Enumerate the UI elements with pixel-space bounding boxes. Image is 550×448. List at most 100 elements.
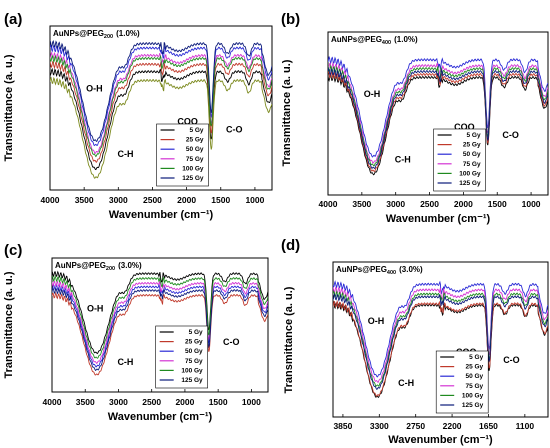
- x-tick-label: 1100: [516, 421, 535, 431]
- x-tick-label: 4000: [319, 199, 338, 209]
- annotation-label: C-O: [502, 130, 519, 140]
- series-group: [50, 39, 272, 179]
- series-group: [333, 280, 548, 399]
- chart-panel: (a) 4000 3500 3000 2500 2000 1500 1000 Wavenumbe…: [3, 11, 273, 221]
- legend-label: 50 Gy: [186, 146, 204, 153]
- plot-frame: [327, 31, 549, 196]
- x-tick-label: 4000: [41, 195, 60, 205]
- x-tick-label: 2000: [175, 397, 194, 407]
- title-suffix: (1.0%): [116, 29, 140, 38]
- series-group: [328, 55, 548, 176]
- series-line: [52, 286, 268, 372]
- series-line: [333, 299, 548, 397]
- x-tick-label: 3300: [370, 421, 389, 431]
- x-axis-title: Wavenumber (cm⁻¹): [388, 434, 493, 446]
- title-main: AuNPs@PEG: [53, 29, 104, 38]
- annotation-label: COO: [454, 122, 475, 132]
- series-line: [52, 274, 268, 359]
- legend-label: 5 Gy: [467, 132, 481, 139]
- x-tick-label: 3500: [352, 199, 371, 209]
- series-line: [50, 67, 272, 171]
- x-axis-title: Wavenumber (cm⁻¹): [109, 209, 214, 221]
- legend-box: [435, 350, 489, 414]
- series-line: [52, 270, 268, 355]
- x-tick-label: 1000: [242, 397, 261, 407]
- legend-label: 50 Gy: [463, 151, 481, 158]
- series-line: [333, 286, 548, 384]
- title-sub: 200: [104, 34, 113, 40]
- series-line: [333, 290, 548, 387]
- panel-label: (a): [4, 11, 22, 28]
- legend-label: 75 Gy: [463, 161, 481, 168]
- title-main: AuNPs@PEG: [55, 261, 106, 270]
- x-tick-label: 2000: [177, 195, 196, 205]
- x-tick-label: 2000: [454, 199, 473, 209]
- annotation-label: O-H: [368, 316, 385, 326]
- annotation-label: C-H: [117, 149, 133, 159]
- chart-panel: (c) 4000 3500 3000 2500 2000 1500 1000 Wavenumbe…: [3, 242, 269, 423]
- plot-frame: [332, 261, 549, 418]
- title-sub: 400: [382, 40, 391, 46]
- annotation-label: C-O: [226, 125, 243, 135]
- legend-label: 100 Gy: [462, 392, 484, 399]
- chart-panel: (d) 3850 3300 2750 2200 1650 1100 Wavenumber (c…: [281, 237, 549, 446]
- legend-label: 25 Gy: [186, 137, 204, 144]
- x-tick-label: 2750: [406, 421, 425, 431]
- x-tick-label: 3000: [109, 397, 128, 407]
- annotation-label: O-H: [364, 89, 381, 99]
- annotation-label: O-H: [87, 304, 104, 314]
- y-axis-title: Transmittance (a. u.): [283, 286, 295, 393]
- chart-title: AuNPs@PEG400 (1.0%): [331, 35, 418, 46]
- plot-frame: [51, 257, 269, 393]
- x-axis-title: Wavenumber (cm⁻¹): [108, 411, 213, 423]
- legend-label: 25 Gy: [185, 339, 203, 346]
- panel-label: (c): [4, 242, 22, 259]
- chart-panel: (b) 4000 3500 3000 2500 2000 1500 1000 Wavenumbe…: [281, 11, 549, 225]
- series-line: [333, 280, 548, 378]
- x-tick-label: 3500: [76, 397, 95, 407]
- x-tick-label: 2500: [142, 397, 161, 407]
- series-group: [52, 270, 268, 376]
- legend-label: 50 Gy: [185, 348, 203, 355]
- series-line: [50, 39, 272, 142]
- x-tick-label: 2200: [443, 421, 462, 431]
- chart-title: AuNPs@PEG400 (3.0%): [336, 265, 423, 276]
- x-tick-label: 3850: [333, 421, 352, 431]
- title-suffix: (1.0%): [394, 35, 418, 44]
- x-tick-label: 1000: [522, 199, 541, 209]
- series-line: [52, 291, 268, 376]
- x-tick-label: 4000: [43, 397, 62, 407]
- title-main: AuNPs@PEG: [336, 265, 387, 274]
- annotation-label: COO: [177, 116, 198, 126]
- x-tick-label: 2500: [420, 199, 439, 209]
- series-line: [52, 280, 268, 365]
- panel-label: (d): [281, 237, 300, 254]
- title-sub: 200: [106, 266, 115, 272]
- series-line: [333, 292, 548, 391]
- x-tick-label: 1650: [479, 421, 498, 431]
- legend-label: 75 Gy: [185, 358, 203, 365]
- x-tick-label: 1000: [245, 195, 264, 205]
- y-axis-title: Transmittance (a. u.): [3, 271, 15, 378]
- legend-label: 25 Gy: [465, 364, 483, 371]
- title-suffix: (3.0%): [118, 261, 142, 270]
- annotation-label: O-H: [86, 84, 103, 94]
- legend-label: 25 Gy: [463, 142, 481, 149]
- legend-label: 125 Gy: [182, 175, 204, 182]
- legend-label: 5 Gy: [189, 127, 203, 134]
- series-line: [52, 283, 268, 368]
- legend-label: 75 Gy: [186, 156, 204, 163]
- chart-title: AuNPs@PEG200 (1.0%): [53, 29, 140, 40]
- x-tick-label: 2500: [143, 195, 162, 205]
- series-line: [328, 67, 548, 170]
- x-tick-label: 1500: [488, 199, 507, 209]
- x-tick-label: 3000: [386, 199, 405, 209]
- legend-box: [433, 128, 486, 192]
- legend-label: 50 Gy: [465, 373, 483, 380]
- legend-label: 100 Gy: [181, 367, 203, 374]
- x-tick-label: 3500: [75, 195, 94, 205]
- panel-label: (b): [281, 11, 300, 28]
- annotation-label: C-H: [398, 378, 414, 388]
- title-suffix: (3.0%): [399, 265, 423, 274]
